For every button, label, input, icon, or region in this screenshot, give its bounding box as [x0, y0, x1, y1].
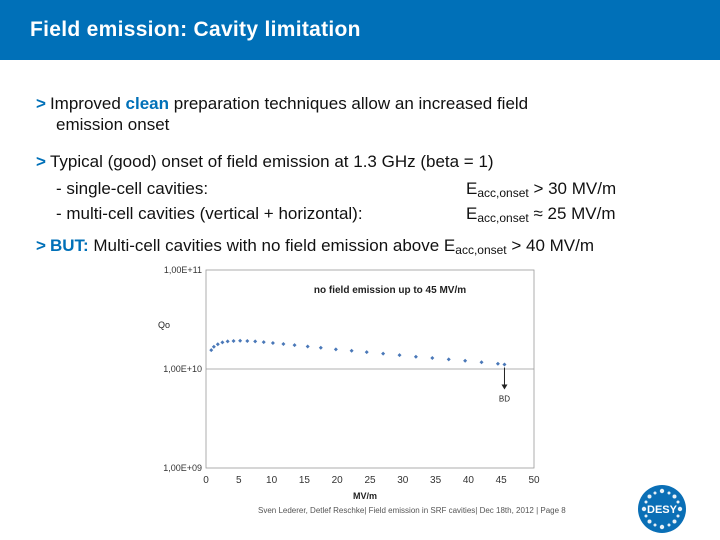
data-point	[305, 344, 310, 349]
data-point	[209, 348, 214, 353]
x-axis-label: MV/m	[353, 491, 377, 501]
x-tick-label: 50	[528, 475, 540, 486]
data-point	[381, 351, 386, 356]
data-point	[261, 340, 266, 345]
breakdown-arrow-head	[501, 384, 508, 390]
single-cell-sub: acc,onset	[477, 186, 529, 200]
multi-cell-val: ≈ 25 MV/m	[528, 204, 616, 223]
data-point	[495, 361, 500, 366]
data-point	[502, 362, 507, 367]
x-tick-label: 0	[203, 475, 209, 486]
bullet-but: > BUT: Multi-cell cavities with no field …	[36, 235, 594, 261]
multi-cell-value: Eacc,onset ≈ 25 MV/m	[466, 204, 616, 225]
footer-text: Sven Lederer, Detlef Reschke| Field emis…	[258, 506, 566, 515]
data-point	[430, 356, 435, 361]
but-highlight: BUT:	[49, 236, 89, 255]
bullet-typical-onset: > Typical (good) onset of field emission …	[36, 151, 494, 172]
x-tick-label: 40	[463, 475, 475, 486]
chart-points	[209, 338, 507, 367]
bullet-marker: >	[36, 94, 46, 113]
y-axis-label: Qo	[158, 320, 170, 330]
single-cell-val: > 30 MV/m	[528, 179, 617, 198]
multi-cell-label: - multi-cell cavities (vertical + horizo…	[56, 204, 363, 223]
data-point	[245, 338, 250, 343]
data-point	[446, 357, 451, 362]
logo-text: DESY	[647, 504, 678, 516]
data-point	[211, 344, 216, 349]
data-point	[270, 341, 275, 346]
x-tick-label: 35	[430, 475, 442, 486]
y-tick-label: 1,00E+10	[163, 364, 202, 374]
data-point	[397, 353, 402, 358]
data-point	[364, 350, 369, 355]
breakdown-label: BD	[499, 395, 510, 404]
x-tick-label: 5	[236, 475, 242, 486]
data-point	[349, 348, 354, 353]
single-cell-e: E	[466, 179, 478, 198]
bullet1-highlight: clean	[125, 94, 170, 113]
data-point	[231, 338, 236, 343]
multi-cell-e: E	[466, 204, 478, 223]
plot-area-frame	[205, 269, 535, 469]
bullet2-line1: Typical (good) onset of field emission a…	[49, 152, 494, 171]
qo-vs-gradient-chart: no field emission up to 45 MV/m Qo MV/m …	[158, 265, 540, 501]
data-point	[333, 347, 338, 352]
chart-title: no field emission up to 45 MV/m	[314, 285, 466, 296]
data-point	[413, 354, 418, 359]
x-tick-label: 15	[299, 475, 311, 486]
single-cell-label: - single-cell cavities:	[56, 179, 209, 198]
data-point	[253, 339, 258, 344]
data-point	[463, 358, 468, 363]
bullet1-pre: Improved	[49, 94, 126, 113]
chart-annotation-group: BD	[499, 367, 510, 404]
bullet1-line2: emission onset	[56, 115, 170, 134]
data-point	[318, 345, 323, 350]
x-tick-label: 30	[397, 475, 409, 486]
x-tick-label: 20	[332, 475, 344, 486]
data-point	[281, 341, 286, 346]
but-text: Multi-cell cavities with no field emissi…	[88, 236, 456, 255]
x-tick-label: 45	[496, 475, 508, 486]
y-tick-label: 1,00E+11	[164, 265, 202, 275]
bullet-marker: >	[36, 152, 46, 171]
data-point	[220, 340, 225, 345]
bullet1-post: preparation techniques allow an increase…	[169, 94, 529, 113]
data-point	[238, 338, 243, 343]
but-post: > 40 MV/m	[506, 236, 595, 255]
chart-ticks: 1,00E+11 1,00E+10 1,00E+090 5 10 15 20 25 30 35 40…	[163, 265, 540, 486]
x-tick-label: 25	[364, 475, 376, 486]
data-point	[292, 343, 297, 348]
x-tick-label: 10	[266, 475, 278, 486]
y-tick-label: 1,00E+09	[163, 463, 202, 473]
data-point	[215, 342, 220, 347]
data-point	[225, 339, 230, 344]
desy-logo-icon: DESY	[638, 485, 686, 533]
bullet-clean-preparation: > Improved clean preparation techniques a…	[36, 93, 528, 135]
bullet-marker: >	[36, 236, 46, 255]
multi-cell-sub: acc,onset	[477, 211, 529, 225]
title-bar: Field emission: Cavity limitation	[0, 0, 720, 60]
slide-title: Field emission: Cavity limitation	[30, 18, 361, 41]
data-point	[479, 360, 484, 365]
but-sub: acc,onset	[455, 243, 507, 257]
single-cell-value: Eacc,onset > 30 MV/m	[466, 179, 616, 200]
